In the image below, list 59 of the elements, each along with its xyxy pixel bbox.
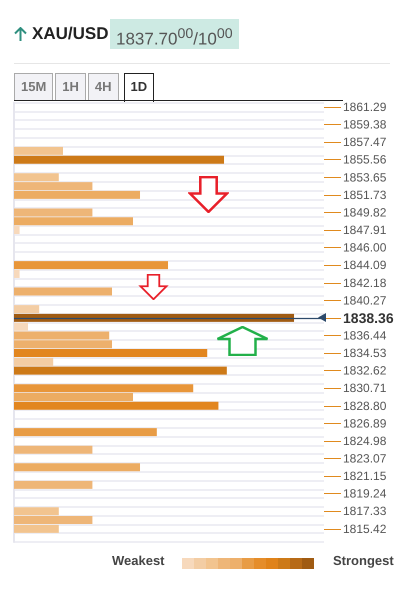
y-tick-label: 1828.80 bbox=[343, 398, 387, 413]
bar bbox=[14, 516, 92, 524]
y-tick-label: 1851.73 bbox=[343, 188, 387, 202]
chart-title: XAU/USD bbox=[32, 24, 109, 44]
y-tick-label: 1842.18 bbox=[343, 276, 387, 290]
bar bbox=[14, 402, 218, 410]
y-tick-label: 1834.53 bbox=[343, 346, 387, 360]
bar bbox=[14, 393, 134, 401]
y-tick-label: 1855.56 bbox=[343, 152, 387, 167]
bar bbox=[14, 507, 59, 516]
y-tick-label: 1853.65 bbox=[343, 170, 387, 184]
chart-subtitle: 1837.70$^{00}$/10$^{00}$ bbox=[110, 19, 239, 49]
y-tick-label: 1817.33 bbox=[343, 504, 387, 518]
bar bbox=[14, 146, 64, 155]
bar bbox=[14, 428, 157, 436]
y-tick-label: 1844.09 bbox=[343, 258, 387, 272]
bar bbox=[14, 156, 224, 164]
y-tick-label: 1861.29 bbox=[343, 100, 387, 114]
y-tick-label: 1832.62 bbox=[343, 364, 387, 378]
bar bbox=[14, 305, 40, 314]
y-tick-label: 1823.07 bbox=[343, 452, 387, 466]
y-tick-label: 1821.15 bbox=[343, 469, 387, 484]
y-tick-label: 1859.38 bbox=[343, 118, 387, 132]
bar bbox=[14, 270, 20, 278]
bar bbox=[14, 384, 194, 392]
text: Strongest bbox=[333, 553, 394, 568]
y-tick-label: 1849.82 bbox=[343, 205, 387, 220]
bar bbox=[14, 173, 59, 182]
bar bbox=[14, 349, 208, 358]
bar bbox=[14, 217, 134, 226]
bar bbox=[14, 322, 28, 331]
y-tick-label: 1846.00 bbox=[343, 240, 387, 255]
y-tick-label: 1815.42 bbox=[343, 522, 387, 536]
y-tick-label: 1826.89 bbox=[343, 416, 387, 430]
bar bbox=[14, 261, 168, 270]
bar bbox=[14, 480, 92, 489]
y-tick-label: 1847.91 bbox=[343, 223, 387, 238]
bar bbox=[14, 366, 227, 375]
bar bbox=[14, 288, 112, 296]
text: 1D bbox=[124, 73, 154, 102]
y-tick-label: 1838.36 bbox=[343, 310, 394, 326]
bar bbox=[14, 446, 92, 454]
y-tick-label: 1819.24 bbox=[343, 486, 387, 501]
text: 4H bbox=[88, 73, 119, 101]
y-tick-label: 1830.71 bbox=[343, 381, 387, 396]
y-tick-label: 1824.98 bbox=[343, 434, 387, 448]
text: 1H bbox=[55, 73, 86, 101]
text: 15M bbox=[14, 73, 54, 101]
bar bbox=[14, 190, 140, 199]
bar bbox=[14, 358, 54, 366]
text: Weakest bbox=[112, 553, 165, 568]
y-tick-label: 1836.44 bbox=[343, 328, 387, 342]
bar bbox=[14, 208, 92, 216]
y-tick-label: 1840.27 bbox=[343, 293, 387, 308]
bar bbox=[14, 182, 92, 190]
y-tick-label: 1857.47 bbox=[343, 135, 387, 150]
bar bbox=[14, 226, 20, 234]
bar bbox=[14, 524, 59, 533]
bar bbox=[14, 463, 140, 472]
